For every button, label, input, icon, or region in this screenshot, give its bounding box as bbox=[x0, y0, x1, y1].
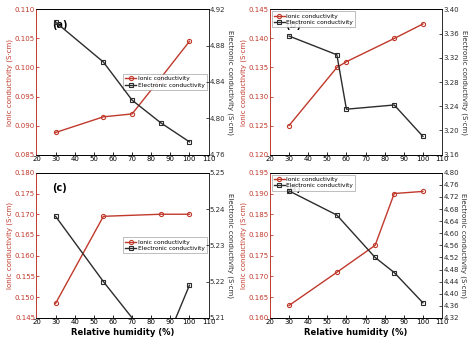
Text: (c): (c) bbox=[52, 183, 67, 193]
Electronic conductivity bbox=[53, 214, 58, 218]
Line: Ionic conductivity: Ionic conductivity bbox=[54, 212, 191, 305]
Ionic conductivity bbox=[334, 270, 340, 275]
Text: (d): (d) bbox=[285, 183, 301, 193]
Electronic conductivity bbox=[286, 34, 292, 38]
Y-axis label: Ionic conductivity (S·cm): Ionic conductivity (S·cm) bbox=[7, 202, 13, 289]
Y-axis label: Ionic conductivity (S·cm): Ionic conductivity (S·cm) bbox=[240, 39, 247, 126]
Y-axis label: Electronic conductivity (S·cm): Electronic conductivity (S·cm) bbox=[227, 30, 234, 135]
Ionic conductivity bbox=[129, 112, 135, 116]
Ionic conductivity bbox=[420, 189, 426, 193]
Text: (b): (b) bbox=[285, 20, 301, 30]
Electronic conductivity bbox=[100, 60, 106, 64]
Electronic conductivity bbox=[372, 255, 378, 259]
Ionic conductivity bbox=[100, 214, 106, 218]
Ionic conductivity bbox=[392, 36, 397, 41]
Y-axis label: Electronic conductivity (S·cm): Electronic conductivity (S·cm) bbox=[227, 193, 233, 298]
Line: Electronic conductivity: Electronic conductivity bbox=[54, 20, 191, 144]
Legend: Ionic conductivity, Electronic conductivity: Ionic conductivity, Electronic conductiv… bbox=[123, 74, 207, 90]
Legend: Ionic conductivity, Electronic conductivity: Ionic conductivity, Electronic conductiv… bbox=[272, 174, 356, 191]
Ionic conductivity bbox=[344, 60, 349, 64]
Text: (a): (a) bbox=[52, 20, 67, 30]
Ionic conductivity bbox=[420, 22, 426, 26]
Electronic conductivity bbox=[187, 283, 192, 287]
Ionic conductivity bbox=[53, 301, 58, 305]
Ionic conductivity bbox=[53, 130, 58, 135]
Line: Ionic conductivity: Ionic conductivity bbox=[287, 189, 425, 308]
Electronic conductivity bbox=[392, 270, 397, 275]
Ionic conductivity bbox=[158, 76, 164, 80]
Electronic conductivity bbox=[334, 53, 340, 57]
Electronic conductivity bbox=[420, 301, 426, 305]
Line: Electronic conductivity: Electronic conductivity bbox=[287, 189, 425, 305]
Y-axis label: Ionic conductivity (S·cm): Ionic conductivity (S·cm) bbox=[240, 202, 247, 289]
X-axis label: Relative humidity (%): Relative humidity (%) bbox=[71, 328, 174, 337]
Ionic conductivity bbox=[372, 243, 378, 247]
Electronic conductivity bbox=[187, 140, 192, 144]
Ionic conductivity bbox=[187, 39, 192, 43]
Electronic conductivity bbox=[334, 213, 340, 217]
Electronic conductivity bbox=[420, 135, 426, 139]
Legend: Ionic conductivity, Electronic conductivity: Ionic conductivity, Electronic conductiv… bbox=[123, 237, 207, 254]
Electronic conductivity bbox=[53, 20, 58, 24]
Electronic conductivity bbox=[344, 107, 349, 111]
Ionic conductivity bbox=[100, 115, 106, 119]
Line: Ionic conductivity: Ionic conductivity bbox=[287, 22, 425, 128]
Line: Electronic conductivity: Electronic conductivity bbox=[54, 214, 191, 344]
Electronic conductivity bbox=[129, 98, 135, 102]
Ionic conductivity bbox=[286, 303, 292, 308]
Legend: Ionic conductivity, Electronic conductivity: Ionic conductivity, Electronic conductiv… bbox=[272, 11, 356, 28]
Ionic conductivity bbox=[187, 212, 192, 216]
Line: Electronic conductivity: Electronic conductivity bbox=[287, 34, 425, 139]
Electronic conductivity bbox=[286, 189, 292, 193]
Y-axis label: Electronic conductivity (S·cm): Electronic conductivity (S·cm) bbox=[461, 30, 467, 135]
Y-axis label: Electronic conductivity (S·cm): Electronic conductivity (S·cm) bbox=[460, 193, 467, 298]
Electronic conductivity bbox=[100, 280, 106, 284]
Y-axis label: Ionic conductivity (S·cm): Ionic conductivity (S·cm) bbox=[7, 39, 13, 126]
Electronic conductivity bbox=[158, 121, 164, 125]
X-axis label: Relative humidity (%): Relative humidity (%) bbox=[304, 328, 408, 337]
Line: Ionic conductivity: Ionic conductivity bbox=[54, 39, 191, 135]
Ionic conductivity bbox=[158, 212, 164, 216]
Ionic conductivity bbox=[286, 123, 292, 128]
Electronic conductivity bbox=[392, 103, 397, 107]
Ionic conductivity bbox=[334, 65, 340, 69]
Ionic conductivity bbox=[392, 192, 397, 196]
